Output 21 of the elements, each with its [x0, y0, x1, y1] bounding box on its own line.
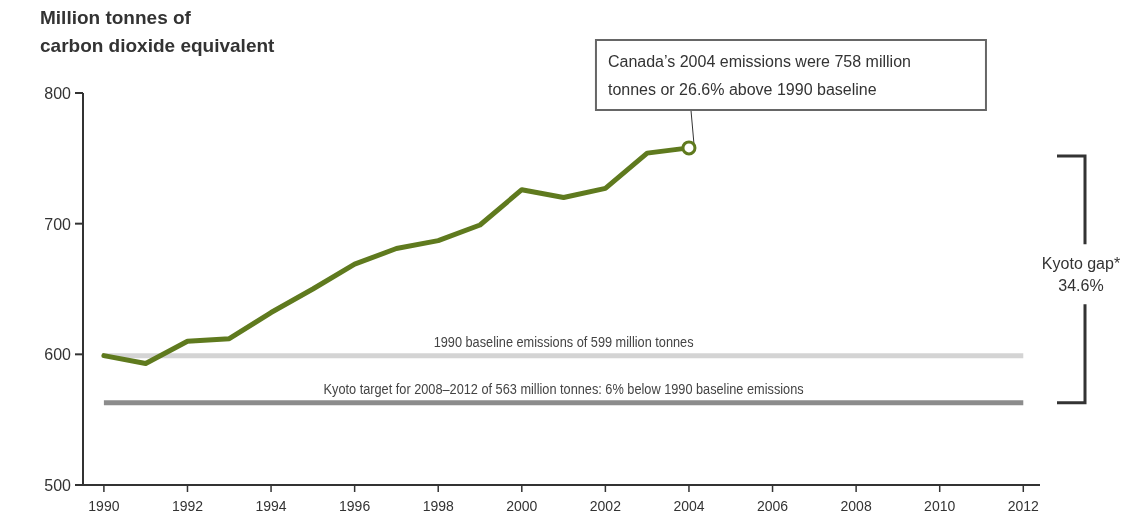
x-tick-label: 2012: [1007, 498, 1040, 514]
x-tick-label: 1994: [255, 498, 287, 514]
ref-line-label: Kyoto target for 2008–2012 of 563 million tonnes: 6% below 1990 baseline emissions: [323, 379, 804, 397]
x-tick-label: 2006: [756, 498, 789, 514]
x-tick-label: 2008: [840, 498, 872, 514]
y-tick-label: 600: [44, 346, 72, 364]
x-tick-label: 1990: [88, 498, 120, 514]
y-tick-label: 800: [44, 85, 72, 102]
x-tick-label: 1998: [422, 498, 454, 514]
annotation: Canada’s 2004 emissions were 758 million tonnes or 26.6% above 1990 baseline: [607, 53, 911, 98]
y-tick-label: 500: [44, 477, 72, 494]
x-tick-label: 1992: [171, 498, 204, 514]
x-tick-label: 2010: [924, 498, 956, 514]
x-tick-label: 2002: [589, 498, 622, 514]
y-tick-label: 700: [44, 215, 72, 233]
y-axis-title: Million tonnes of carbon dioxide equivalent: [40, 7, 276, 56]
x-tick-label: 2000: [506, 498, 538, 514]
x-tick-label: 1996: [339, 498, 371, 514]
x-tick-label: 2004: [673, 498, 705, 514]
ref-line-label: 1990 baseline emissions of 599 million tonnes: [433, 332, 694, 350]
text: Kyoto gap* 34.6%: [1041, 255, 1121, 295]
